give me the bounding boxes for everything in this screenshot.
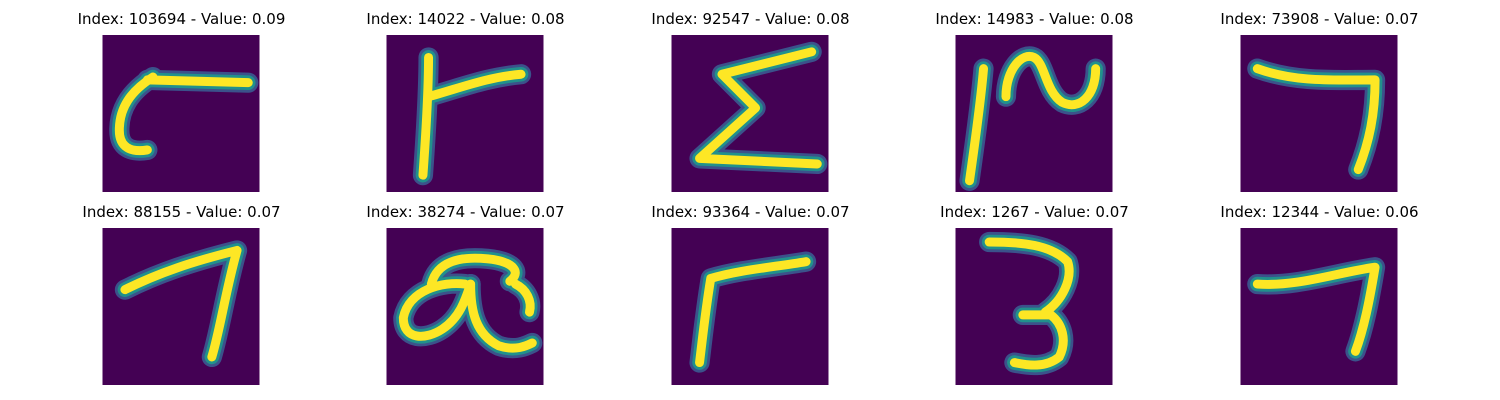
- sigma-shape-icon: [671, 35, 829, 192]
- squiggle-icon: [955, 35, 1113, 192]
- panel-1: Index: 103694 - Value: 0.09: [39, 0, 324, 192]
- panel-7: Index: 38274 - Value: 0.07: [323, 193, 608, 385]
- hook-c-icon: [102, 35, 260, 192]
- glyph-svg: [386, 228, 544, 385]
- panel-title: Index: 12344 - Value: 0.06: [1220, 203, 1419, 221]
- glyph-svg: [955, 228, 1113, 385]
- panel-title: Index: 92547 - Value: 0.08: [651, 10, 850, 28]
- panel-title: Index: 14983 - Value: 0.08: [935, 10, 1134, 28]
- panel-2: Index: 14022 - Value: 0.08: [323, 0, 608, 192]
- glyph-svg: [386, 35, 544, 192]
- panel-8: Index: 93364 - Value: 0.07: [608, 193, 893, 385]
- f-shape-icon: [386, 35, 544, 192]
- panel-title: Index: 1267 - Value: 0.07: [940, 203, 1129, 221]
- seven-shape-icon: [1240, 35, 1398, 192]
- three-shape-icon: [955, 228, 1113, 385]
- glyph-svg: [102, 35, 260, 192]
- seven-shape-icon: [102, 228, 260, 385]
- panel-title: Index: 88155 - Value: 0.07: [82, 203, 281, 221]
- glyph-svg: [1240, 35, 1398, 192]
- panel-9: Index: 1267 - Value: 0.07: [892, 193, 1177, 385]
- panel-4: Index: 14983 - Value: 0.08: [892, 0, 1177, 192]
- seven-shape-icon: [1240, 228, 1398, 385]
- panel-title: Index: 14022 - Value: 0.08: [366, 10, 565, 28]
- panel-5: Index: 73908 - Value: 0.07: [1177, 0, 1462, 192]
- panel-title: Index: 103694 - Value: 0.09: [77, 10, 286, 28]
- loop-glyph-icon: [386, 228, 544, 385]
- glyph-svg: [955, 35, 1113, 192]
- panel-title: Index: 38274 - Value: 0.07: [366, 203, 565, 221]
- panel-6: Index: 88155 - Value: 0.07: [39, 193, 324, 385]
- glyph-svg: [1240, 228, 1398, 385]
- glyph-svg: [671, 35, 829, 192]
- r-shape-icon: [671, 228, 829, 385]
- panel-10: Index: 12344 - Value: 0.06: [1177, 193, 1462, 385]
- panel-title: Index: 93364 - Value: 0.07: [651, 203, 850, 221]
- glyph-svg: [102, 228, 260, 385]
- panel-title: Index: 73908 - Value: 0.07: [1220, 10, 1419, 28]
- glyph-svg: [671, 228, 829, 385]
- panel-3: Index: 92547 - Value: 0.08: [608, 0, 893, 192]
